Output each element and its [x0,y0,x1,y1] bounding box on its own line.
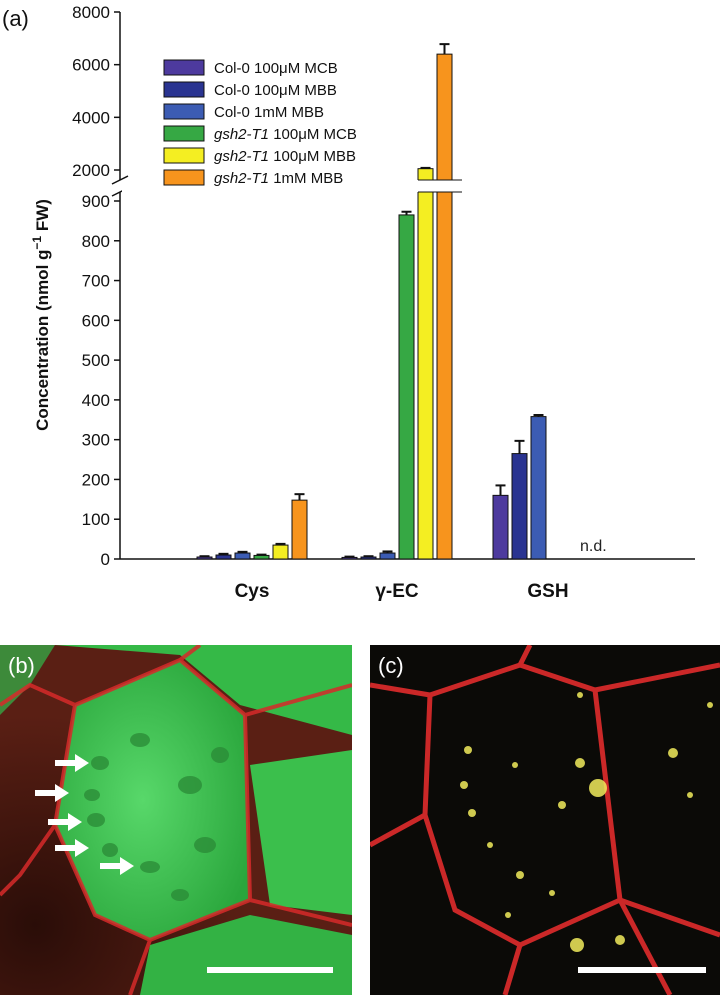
bar [291,499,308,560]
yellow-granules [460,692,713,952]
y-tick-label: 800 [82,232,110,251]
bar [492,494,509,560]
axis-break-band [122,180,697,192]
x-tick-label: GSH [527,581,568,602]
legend-swatch [163,125,205,142]
micrograph-c-image [370,645,720,995]
y-tick-label: 4000 [72,108,110,127]
annotation-nd: n.d. [580,538,607,555]
legend-label: Col-0 1mM MBB [214,104,324,121]
bar [417,168,434,560]
scale-bar [207,967,333,973]
legend-label: gsh2-T1 100μM MCB [214,126,357,143]
legend-label: Col-0 100μM MBB [214,82,337,99]
cell-main [55,660,250,940]
bar-chart: Concentration (nmol g−1 FW) 0 100 200 300 40… [30,3,697,602]
y-tick-label: 100 [82,510,110,529]
axis-break-mark [111,175,129,185]
y-tick-label: 6000 [72,56,110,75]
legend-swatch [163,81,205,98]
legend-label: Col-0 100μM MCB [214,60,338,77]
bar [215,554,232,560]
micrograph-c: (c) [370,645,720,995]
y-tick-label: 0 [101,550,110,569]
bar [436,53,453,560]
panel-label-c: (c) [378,653,404,678]
y-axis-label: Concentration (nmol g−1 FW) [30,199,52,431]
bar [530,416,547,560]
bar [398,214,415,560]
legend-swatch [163,59,205,76]
y-tick-label: 600 [82,311,110,330]
legend-swatch [163,103,205,120]
arrow-icons [35,754,134,875]
micrograph-b-image [0,645,352,995]
y-tick-label: 400 [82,391,110,410]
scale-bar [578,967,706,973]
bar [253,554,270,560]
panel-label-b: (b) [8,653,35,678]
y-tick-label: 8000 [72,3,110,22]
y-tick-label: 300 [82,431,110,450]
bar [234,552,251,560]
y-tick-label: 200 [82,470,110,489]
x-tick-label: Cys [235,581,270,602]
legend-label: gsh2-T1 1mM MBB [214,170,343,187]
panel-label-a: (a) [2,6,29,31]
bar [341,556,358,560]
bar [272,544,289,560]
bar [360,556,377,560]
bar [379,552,396,560]
bar [196,556,213,560]
legend-label: gsh2-T1 100μM MBB [214,148,356,165]
bar [511,453,528,560]
x-tick-label: γ-EC [375,581,419,602]
legend-swatch [163,147,205,164]
y-tick-label: 500 [82,351,110,370]
y-tick-label: 700 [82,272,110,291]
micrograph-b: (b) [0,645,352,995]
y-tick-label: 900 [82,192,110,211]
y-tick-label: 2000 [72,161,110,180]
legend-swatch [163,169,205,186]
